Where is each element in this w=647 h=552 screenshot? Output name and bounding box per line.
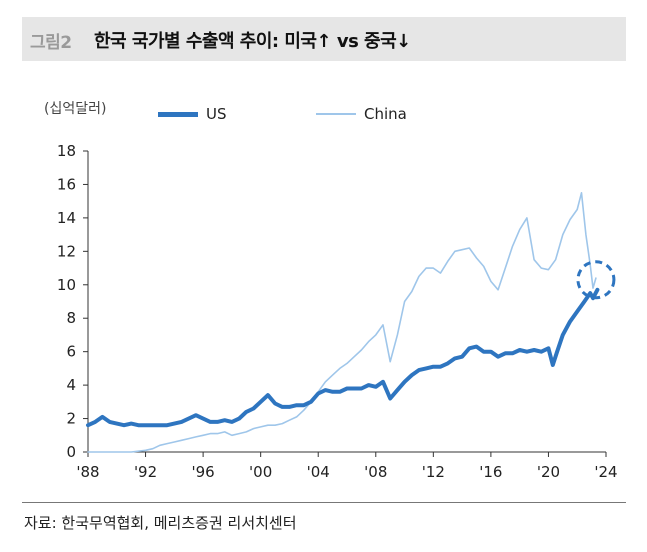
highlight-circle	[576, 260, 616, 300]
legend-item-china: China	[316, 104, 407, 124]
y-tick-label: 10	[57, 276, 76, 294]
legend-swatch-us	[158, 111, 198, 117]
x-tick-label: '16	[479, 463, 502, 481]
x-tick-label: '96	[192, 463, 215, 481]
x-tick-label: '92	[134, 463, 157, 481]
y-axis-unit-label: (십억달러)	[44, 101, 107, 117]
series-line-china	[87, 192, 597, 453]
x-tick-label: '88	[76, 463, 99, 481]
figure-number: 그림2	[30, 33, 72, 53]
figure-title-bar: 그림2 한국 국가별 수출액 추이: 미국↑ vs 중국↓	[22, 17, 626, 61]
x-tick-label: '00	[249, 463, 272, 481]
y-tick-label: 6	[66, 343, 76, 361]
x-tick-label: '24	[594, 463, 617, 481]
y-tick-label: 18	[57, 142, 76, 160]
legend-item-us: US	[158, 104, 227, 124]
legend-label-china: China	[364, 105, 407, 123]
y-tick-label: 2	[66, 410, 76, 428]
x-tick-label: '20	[537, 463, 560, 481]
y-tick-label: 12	[57, 242, 76, 260]
series-line-us	[86, 287, 600, 428]
x-tick-label: '04	[307, 463, 330, 481]
y-tick-label: 8	[66, 309, 76, 327]
y-tick-label: 16	[57, 175, 76, 193]
source-divider	[22, 502, 626, 503]
source-note: 자료: 한국무역협회, 메리츠증권 리서치센터	[24, 514, 297, 532]
x-tick-label: '12	[422, 463, 445, 481]
y-tick-label: 0	[66, 443, 76, 461]
x-tick-label: '08	[364, 463, 387, 481]
y-tick-label: 14	[57, 209, 76, 227]
y-tick-label: 4	[66, 376, 76, 394]
legend-swatch-china	[316, 113, 356, 115]
figure-title: 한국 국가별 수출액 추이: 미국↑ vs 중국↓	[94, 31, 411, 52]
legend-label-us: US	[206, 105, 227, 123]
